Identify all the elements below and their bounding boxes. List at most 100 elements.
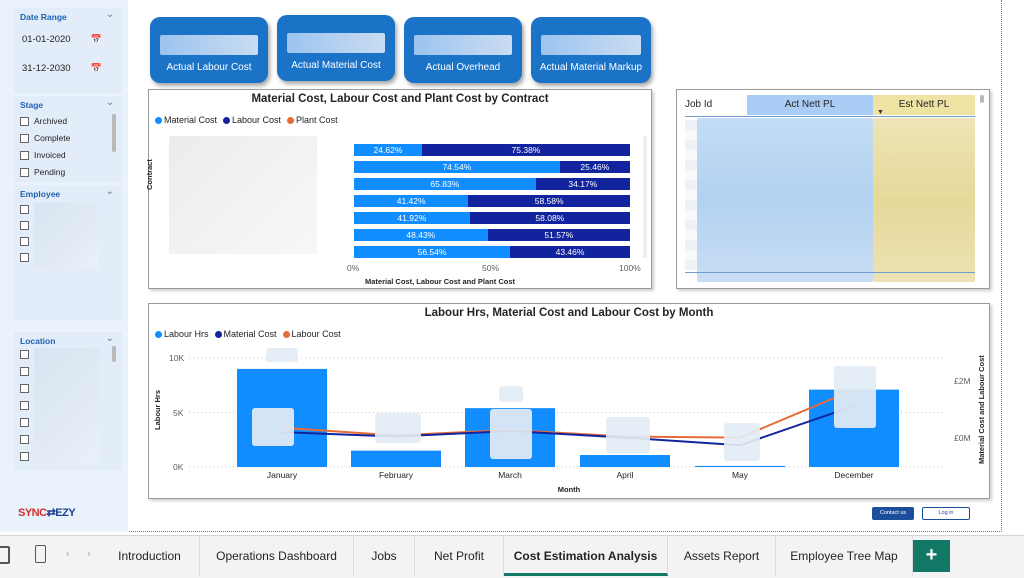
sort-descending-icon[interactable]: ▼ [877, 109, 884, 116]
checkbox[interactable] [20, 167, 29, 177]
list-item[interactable] [20, 221, 29, 230]
bar-segment-material[interactable]: 48.43% [354, 229, 488, 241]
list-item[interactable] [20, 237, 29, 246]
stage-option-complete[interactable]: Complete [20, 133, 70, 143]
kpi-actual-material-cost[interactable]: Actual Material Cost [277, 15, 395, 81]
scroll-left-icon[interactable]: ‹ [66, 548, 70, 560]
tab-employee-tree-map[interactable]: Employee Tree Map [776, 536, 913, 576]
tab-assets-report[interactable]: Assets Report [668, 536, 776, 576]
column-header-job-id[interactable]: Job Id [685, 99, 713, 110]
desktop-view-icon[interactable] [0, 546, 10, 564]
bar-labour-hrs[interactable] [695, 465, 785, 467]
bar-segment-labour[interactable]: 34.17% [535, 178, 630, 190]
scrollbar-track[interactable] [643, 136, 647, 258]
legend-item-material[interactable]: Material Cost [155, 115, 217, 125]
list-item[interactable] [20, 367, 29, 376]
chart-title: Labour Hrs, Material Cost and Labour Cos… [424, 307, 714, 319]
legend-dot [287, 116, 295, 124]
slicer-panel: Date Range ⌄ 01-01-2020 📅 31-12-2030 📅 S… [0, 0, 128, 532]
scrollbar[interactable] [980, 95, 984, 103]
mobile-view-icon[interactable] [35, 545, 46, 563]
tab-operations-dashboard[interactable]: Operations Dashboard [200, 536, 354, 576]
list-item[interactable] [20, 435, 29, 444]
checkbox[interactable] [20, 350, 29, 359]
bar-segment-material[interactable]: 41.92% [354, 212, 470, 224]
start-date-input[interactable]: 01-01-2020 📅 [22, 34, 102, 50]
legend-item-labour[interactable]: Labour Cost [223, 115, 281, 125]
chevron-down-icon[interactable]: ⌄ [105, 333, 114, 344]
list-item[interactable] [20, 205, 29, 214]
contract-cost-chart[interactable]: Material Cost, Labour Cost and Plant Cos… [145, 89, 652, 289]
chevron-down-icon[interactable]: ⌄ [105, 186, 114, 197]
bar-segment-material[interactable]: 74.54% [354, 161, 560, 173]
scroll-right-icon[interactable]: › [87, 548, 91, 560]
checkbox[interactable] [20, 367, 29, 376]
bar-labour-hrs[interactable] [580, 455, 670, 467]
checkbox[interactable] [20, 401, 29, 410]
right-margin [1003, 0, 1024, 532]
redacted-data-label [375, 413, 421, 443]
checkbox[interactable] [20, 221, 29, 230]
kpi-actual-material-markup[interactable]: Actual Material Markup [531, 17, 651, 83]
scrollbar[interactable] [112, 346, 116, 362]
y-tick: 10K [169, 353, 185, 363]
list-item[interactable] [20, 253, 29, 262]
chevron-down-icon[interactable]: ⌄ [105, 97, 114, 108]
checkbox[interactable] [20, 237, 29, 246]
list-item[interactable] [20, 452, 29, 461]
bar-segment-labour[interactable]: 51.57% [487, 229, 630, 241]
bar-segment-labour[interactable]: 43.46% [510, 246, 630, 258]
monthly-cost-chart[interactable]: Labour Hrs, Material Cost and Labour Cos… [148, 303, 990, 499]
stage-option-archived[interactable]: Archived [20, 116, 67, 126]
kpi-actual-overhead[interactable]: Actual Overhead [404, 17, 522, 83]
tab-introduction[interactable]: Introduction [100, 536, 200, 576]
list-item[interactable] [20, 418, 29, 427]
scrollbar[interactable] [112, 114, 116, 152]
bar-segment-material[interactable]: 65.83% [354, 178, 536, 190]
tab-net-profit[interactable]: Net Profit [415, 536, 504, 576]
bar-segment-material[interactable]: 24.62% [354, 144, 422, 156]
stage-option-invoiced[interactable]: Invoiced [20, 150, 66, 160]
bar-segment-labour[interactable]: 58.58% [468, 195, 630, 207]
column-header-est-nett-pl[interactable]: Est Nett PL [873, 95, 975, 115]
log-in-button[interactable]: Log in [922, 507, 970, 520]
bar-segment-labour[interactable]: 58.08% [469, 212, 630, 224]
checkbox[interactable] [20, 116, 29, 126]
bar-segment-material[interactable]: 41.42% [354, 195, 469, 207]
list-item[interactable] [20, 384, 29, 393]
legend-item-plant[interactable]: Plant Cost [287, 115, 338, 125]
column-header-act-nett-pl[interactable]: Act Nett PL [747, 95, 873, 115]
bar-segment-material[interactable]: 56.54% [354, 246, 511, 258]
redacted-data-label [606, 417, 650, 453]
legend-item-labour-cost[interactable]: Labour Cost [282, 329, 341, 339]
nett-pl-table[interactable]: Job Id Act Nett PL Est Nett PL ▼ [676, 89, 990, 289]
contact-us-button[interactable]: Contact us [872, 507, 914, 520]
bar-labour-hrs[interactable] [351, 450, 441, 467]
checkbox[interactable] [20, 418, 29, 427]
bar-segment-labour[interactable]: 25.46% [559, 161, 630, 173]
calendar-icon[interactable]: 📅 [90, 34, 102, 44]
chevron-down-icon[interactable]: ⌄ [105, 9, 114, 20]
stage-option-pending[interactable]: Pending [20, 167, 65, 177]
redacted-data-label [490, 409, 532, 459]
legend-item-material-cost[interactable]: Material Cost [214, 329, 277, 339]
checkbox[interactable] [20, 452, 29, 461]
end-date-input[interactable]: 31-12-2030 📅 [22, 63, 102, 79]
tab-cost-estimation-analysis[interactable]: Cost Estimation Analysis [504, 536, 668, 576]
kpi-actual-labour-cost[interactable]: Actual Labour Cost [150, 17, 268, 83]
checkbox[interactable] [20, 150, 29, 160]
tab-jobs[interactable]: Jobs [354, 536, 415, 576]
bar-segment-labour[interactable]: 75.38% [421, 144, 630, 156]
chart-legend: Labour Hrs Material Cost Labour Cost [155, 329, 341, 339]
legend-item-labour-hrs[interactable]: Labour Hrs [155, 329, 209, 339]
checkbox[interactable] [20, 435, 29, 444]
checkbox[interactable] [20, 253, 29, 262]
checkbox[interactable] [20, 384, 29, 393]
list-item[interactable] [20, 401, 29, 410]
add-page-button[interactable]: + [913, 540, 950, 572]
checkbox[interactable] [20, 133, 29, 143]
list-item[interactable] [20, 350, 29, 359]
checkbox[interactable] [20, 205, 29, 214]
line-labour-cost[interactable] [281, 388, 855, 439]
calendar-icon[interactable]: 📅 [90, 63, 102, 73]
